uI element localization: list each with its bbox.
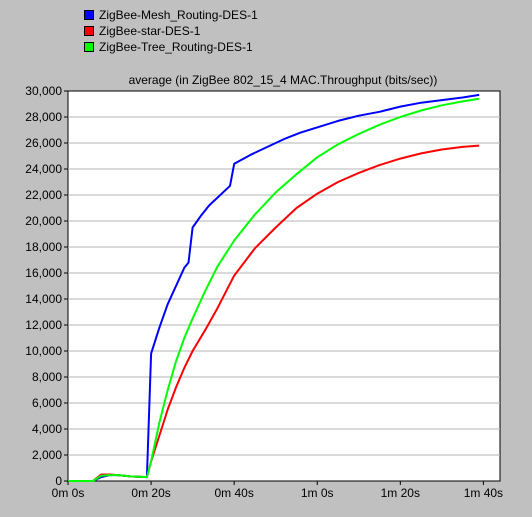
- y-tick-label: 20,000: [25, 214, 62, 228]
- y-tick-label: 16,000: [25, 266, 62, 280]
- legend-swatch-star: [84, 26, 94, 36]
- plot-area: [67, 90, 501, 482]
- legend-label-tree: ZigBee-Tree_Routing-DES-1: [99, 40, 253, 54]
- series-line-2: [68, 97, 480, 482]
- legend-item-mesh: ZigBee-Mesh_Routing-DES-1: [84, 7, 258, 23]
- legend-item-tree: ZigBee-Tree_Routing-DES-1: [84, 39, 258, 55]
- x-tick-label: 1m 20s: [381, 486, 420, 500]
- y-tick-label: 4,000: [32, 422, 62, 436]
- y-tick-label: 2,000: [32, 448, 62, 462]
- y-tick-label: 24,000: [25, 162, 62, 176]
- y-tick-label: 0: [55, 474, 62, 488]
- y-tick-label: 10,000: [25, 344, 62, 358]
- y-tick-label: 12,000: [25, 318, 62, 332]
- x-tick-label: 0m 0s: [52, 486, 85, 500]
- legend: ZigBee-Mesh_Routing-DES-1 ZigBee-star-DE…: [84, 7, 258, 55]
- legend-label-mesh: ZigBee-Mesh_Routing-DES-1: [99, 8, 258, 22]
- y-tick-label: 26,000: [25, 136, 62, 150]
- x-tick-label: 0m 20s: [131, 486, 170, 500]
- grid: [68, 116, 500, 456]
- legend-item-star: ZigBee-star-DES-1: [84, 23, 258, 39]
- axes: 0 2,000 4,000 6,000 8,000 10,000 12,000 14,000 1…: [25, 84, 503, 500]
- series-group: [68, 93, 480, 482]
- x-tick-label: 1m 40s: [464, 486, 503, 500]
- y-tick-label: 18,000: [25, 240, 62, 254]
- legend-swatch-mesh: [84, 10, 94, 20]
- x-tick-label: 1m 0s: [301, 486, 334, 500]
- chart-title: average (in ZigBee 802_15_4 MAC.Throughp…: [129, 73, 438, 87]
- y-tick-label: 28,000: [25, 110, 62, 124]
- x-tick-label: 0m 40s: [214, 486, 253, 500]
- y-tick-label: 14,000: [25, 292, 62, 306]
- y-tick-label: 22,000: [25, 188, 62, 202]
- y-tick-label: 30,000: [25, 84, 62, 98]
- legend-label-star: ZigBee-star-DES-1: [99, 24, 201, 38]
- y-tick-label: 8,000: [32, 370, 62, 384]
- y-tick-label: 6,000: [32, 396, 62, 410]
- legend-swatch-tree: [84, 42, 94, 52]
